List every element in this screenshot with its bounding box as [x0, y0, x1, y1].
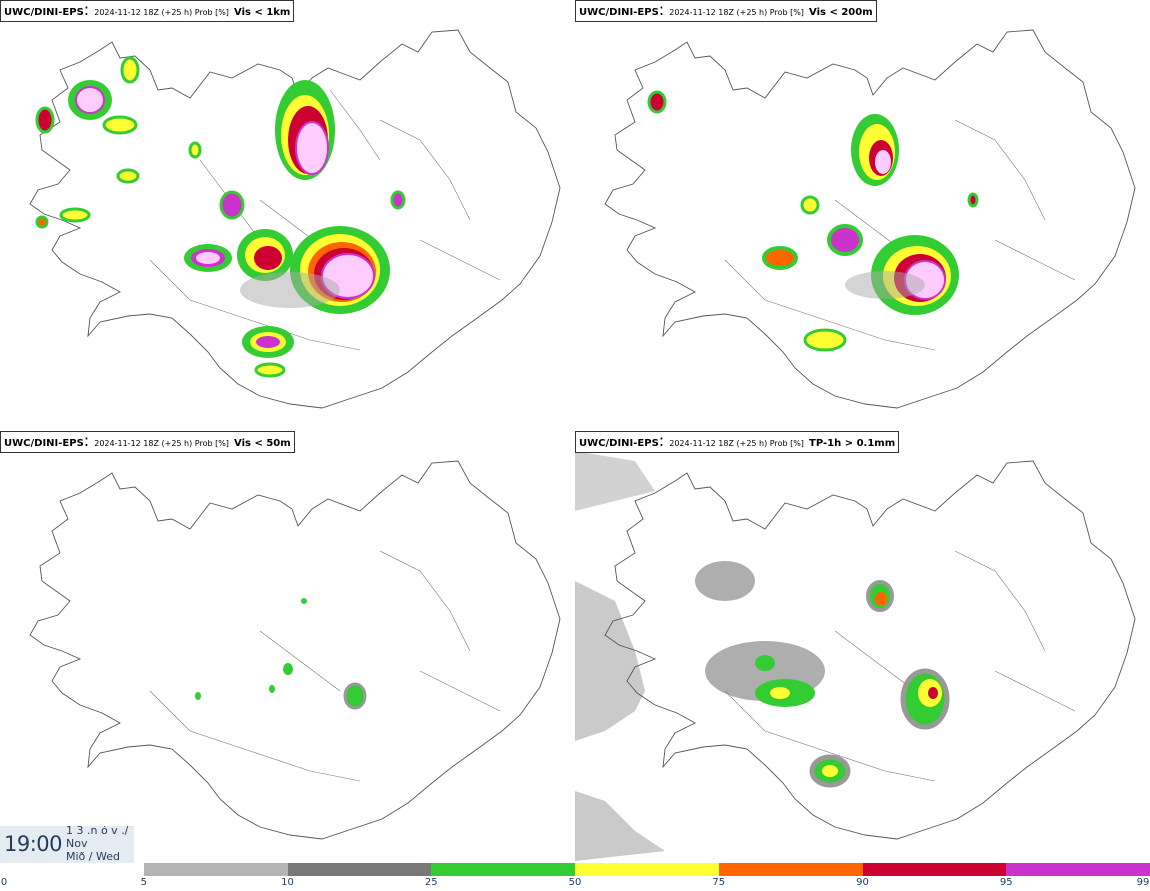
color-legend: 0 5 10 25 50 75 90 95 99 — [0, 863, 1150, 891]
panel-title: UWC/DINI-EPS: 2024-11-12 18Z (+25 h) Pro… — [0, 431, 295, 453]
legend-swatch — [862, 863, 1007, 876]
legend-tick-label: 99 — [1136, 877, 1150, 888]
valid-date: 1 3 .n ó v ./ Nov Mið / Wed — [66, 826, 129, 863]
panel-title: UWC/DINI-EPS: 2024-11-12 18Z (+25 h) Pro… — [575, 0, 877, 22]
legend-tick-label: 10 — [281, 877, 294, 888]
probability-field — [695, 561, 950, 788]
map-panel-vis-50m: UWC/DINI-EPS: 2024-11-12 18Z (+25 h) Pro… — [0, 431, 575, 861]
legend-swatch — [431, 863, 575, 876]
valid-time-box: 19:00 1 3 .n ó v ./ Nov Mið / Wed — [0, 826, 134, 863]
legend-tick-label: 95 — [999, 877, 1013, 888]
probability-map — [604, 29, 1136, 409]
legend-tick-label: 25 — [424, 877, 438, 888]
panel-title: UWC/DINI-EPS: 2024-11-12 18Z (+25 h) Pro… — [575, 431, 900, 453]
legend-tick-label: 75 — [712, 877, 726, 888]
panel-title: UWC/DINI-EPS: 2024-11-12 18Z (+25 h) Pro… — [0, 0, 295, 22]
legend-tick-label: 90 — [856, 877, 869, 888]
probability-map — [29, 29, 561, 409]
legend-tick-label: 5 — [140, 877, 147, 888]
map-panel-vis-200m: UWC/DINI-EPS: 2024-11-12 18Z (+25 h) Pro… — [575, 0, 1150, 430]
probability-field — [35, 56, 406, 378]
probability-field — [195, 598, 367, 710]
valid-time: 19:00 — [4, 832, 63, 856]
legend-tick-label: 0 — [0, 877, 8, 888]
legend-tick-label: 50 — [568, 877, 582, 888]
legend-swatch — [1006, 863, 1150, 876]
probability-map — [575, 451, 1136, 861]
legend-swatch — [0, 863, 144, 876]
probability-map — [29, 460, 561, 840]
legend-swatch — [287, 863, 432, 876]
map-panel-tp-1h: UWC/DINI-EPS: 2024-11-12 18Z (+25 h) Pro… — [575, 431, 1150, 861]
legend-swatch — [575, 863, 719, 876]
legend-swatch — [718, 863, 863, 876]
probability-field — [647, 90, 979, 352]
map-panel-vis-1km: UWC/DINI-EPS: 2024-11-12 18Z (+25 h) Pro… — [0, 0, 575, 430]
legend-swatch — [143, 863, 288, 876]
